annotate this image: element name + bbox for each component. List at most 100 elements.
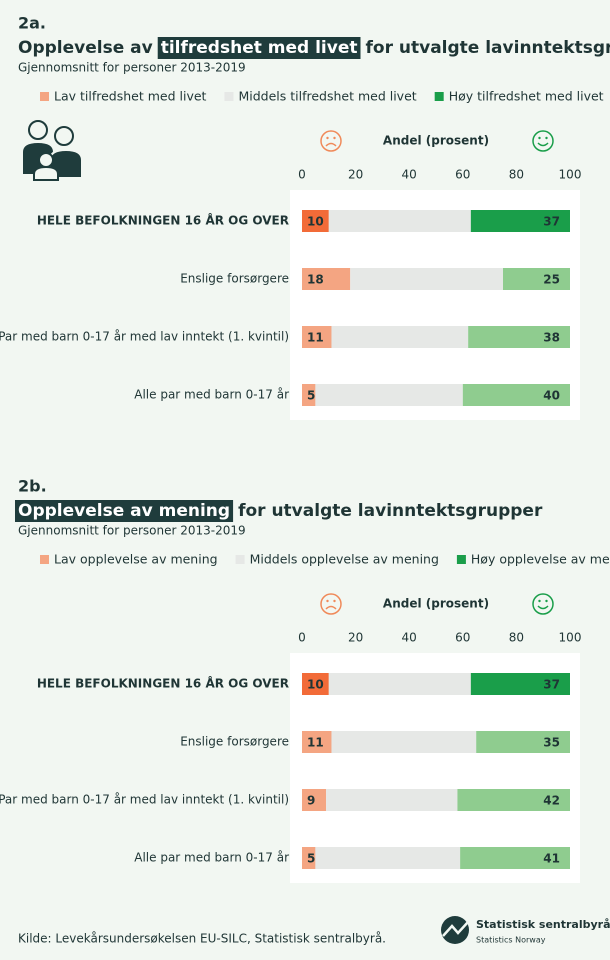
- chart-subtitle: Gjennomsnitt for personer 2013-2019: [18, 61, 246, 75]
- data-label: 9: [307, 794, 315, 808]
- x-tick-label: 100: [559, 168, 582, 182]
- smiley-icon: [320, 593, 342, 615]
- smiley-icon: [320, 130, 342, 152]
- title-highlight-box: [15, 500, 234, 522]
- smiley-eye: [545, 136, 548, 140]
- bar-segment: [476, 731, 570, 753]
- legend-label: Middels opplevelse av mening: [250, 552, 439, 567]
- bar-segment: [328, 673, 471, 695]
- legend-swatch: [40, 555, 49, 564]
- data-label: 41: [543, 852, 560, 866]
- x-tick-label: 80: [509, 168, 524, 182]
- smiley-mouth: [537, 142, 549, 147]
- bar-segment: [302, 268, 351, 290]
- smiley-eye: [333, 599, 336, 603]
- legend-swatch: [456, 555, 466, 564]
- data-label: 10: [307, 678, 324, 692]
- chart-subtitle: Gjennomsnitt for personer 2013-2019: [18, 524, 246, 538]
- data-label: 11: [307, 331, 324, 345]
- bar-segment: [302, 789, 327, 811]
- smiley-eye: [545, 599, 548, 603]
- smiley-eye: [538, 599, 541, 603]
- data-label: 5: [307, 852, 315, 866]
- data-label: 35: [543, 736, 560, 750]
- smiley-eye: [333, 136, 336, 140]
- data-label: 42: [543, 794, 560, 808]
- data-label: 40: [543, 389, 560, 403]
- bar-segment: [462, 384, 570, 406]
- bar-segment: [315, 384, 463, 406]
- bar-segment: [302, 326, 332, 348]
- category-label: Par med barn 0-17 år med lav inntekt (1.…: [0, 330, 289, 344]
- bar-segment: [302, 210, 329, 232]
- bar-segment: [331, 326, 469, 348]
- family-icon: [21, 120, 83, 181]
- bar-segment: [328, 210, 471, 232]
- x-axis-title: Andel (prosent): [383, 597, 489, 611]
- data-label: 10: [307, 215, 324, 229]
- smiley-mouth: [537, 605, 549, 610]
- data-label: 38: [543, 331, 560, 345]
- bar-segment: [302, 673, 329, 695]
- legend-swatch: [434, 92, 444, 101]
- x-tick-label: 0: [298, 168, 306, 182]
- smiley-eye: [538, 136, 541, 140]
- x-tick-label: 0: [298, 631, 306, 645]
- title-highlight: Opplevelse av mening: [18, 501, 230, 521]
- x-tick-label: 80: [509, 631, 524, 645]
- bar-segment: [302, 731, 332, 753]
- smiley-eye: [326, 599, 329, 603]
- legend-label: Høy opplevelse av mening: [471, 552, 610, 567]
- legend-label: Høy tilfredshet med livet: [449, 89, 604, 104]
- bar-segment: [302, 847, 316, 869]
- data-label: 18: [307, 273, 324, 287]
- data-label: 37: [543, 678, 560, 692]
- legend-label: Middels tilfredshet med livet: [238, 89, 416, 104]
- bar-segment: [470, 673, 570, 695]
- title-part: for utvalgte lavinntektsgrupper: [238, 501, 543, 521]
- category-label: Par med barn 0-17 år med lav inntekt (1.…: [0, 793, 289, 807]
- x-tick-label: 20: [348, 631, 363, 645]
- x-tick-label: 60: [455, 168, 470, 182]
- x-tick-label: 100: [559, 631, 582, 645]
- legend-swatch: [224, 92, 234, 101]
- chart-label: 2a.: [18, 14, 46, 33]
- legend-label: Lav opplevelse av mening: [54, 552, 218, 567]
- chart-label: 2b.: [18, 477, 47, 496]
- legend-swatch: [235, 555, 245, 564]
- category-label: Alle par med barn 0-17 år: [134, 388, 289, 402]
- bar-segment: [470, 210, 570, 232]
- bar-segment: [326, 789, 458, 811]
- title-highlight-box: [157, 37, 361, 59]
- data-label: 25: [543, 273, 560, 287]
- bar-segment: [350, 268, 503, 290]
- smiley-eye: [326, 136, 329, 140]
- source: Kilde: Levekårsundersøkelsen EU-SILC, St…: [18, 932, 386, 946]
- x-axis-title: Andel (prosent): [383, 134, 489, 148]
- data-label: 37: [543, 215, 560, 229]
- x-tick-label: 40: [402, 631, 417, 645]
- x-tick-label: 40: [402, 168, 417, 182]
- bar-segment: [468, 326, 570, 348]
- bar-segment: [460, 847, 570, 869]
- legend-label: Lav tilfredshet med livet: [54, 89, 207, 104]
- data-label: 11: [307, 736, 324, 750]
- title-highlight: tilfredshet med livet: [161, 38, 358, 58]
- title-part: Opplevelse av: [18, 38, 153, 58]
- smiley-mouth: [325, 142, 337, 147]
- logo-subname: Statistics Norway: [476, 936, 546, 945]
- logo-name: Statistisk sentralbyrå: [476, 918, 610, 931]
- category-label: Enslige forsørgere: [180, 272, 289, 286]
- category-label: Alle par med barn 0-17 år: [134, 851, 289, 865]
- category-label: HELE BEFOLKNINGEN 16 ÅR OG OVER: [37, 676, 289, 691]
- smiley-mouth: [325, 605, 337, 610]
- legend-swatch: [40, 92, 49, 101]
- x-tick-label: 20: [348, 168, 363, 182]
- category-label: Enslige forsørgere: [180, 735, 289, 749]
- category-label: HELE BEFOLKNINGEN 16 ÅR OG OVER: [37, 213, 289, 228]
- logo: Statistisk sentralbyrå Statistics Norway: [441, 916, 610, 945]
- title-part: for utvalgte lavinntektsgrupper: [366, 38, 610, 58]
- data-label: 5: [307, 389, 315, 403]
- x-tick-label: 60: [455, 631, 470, 645]
